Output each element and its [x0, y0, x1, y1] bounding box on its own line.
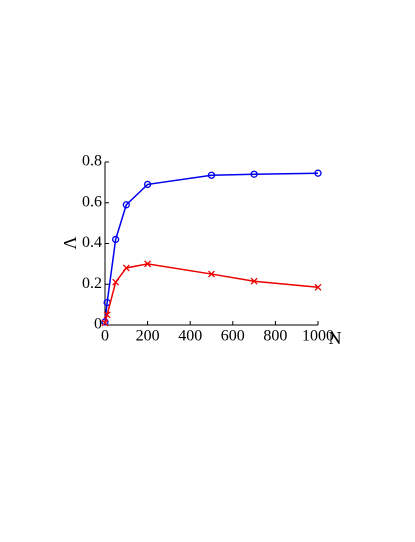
marker: [314, 283, 322, 291]
x-tick-label: 200: [136, 328, 160, 345]
y-tick-label: 0.4: [82, 234, 102, 251]
y-tick-label: 0.2: [82, 275, 102, 292]
x-label: N: [329, 328, 342, 348]
marker: [112, 278, 120, 286]
marker: [144, 260, 152, 268]
x-tick-label: 1000: [302, 328, 334, 345]
marker: [101, 319, 109, 327]
marker: [112, 235, 120, 244]
y-label: Λ: [60, 236, 80, 249]
x-tick-label: 400: [178, 328, 202, 345]
y-tick-label: 0: [94, 316, 102, 333]
marker: [208, 270, 215, 278]
marker: [250, 170, 258, 178]
marker: [143, 180, 152, 189]
series-line: [104, 172, 319, 323]
marker: [101, 318, 109, 326]
x-tick-label: 600: [221, 328, 245, 345]
marker: [122, 264, 130, 272]
marker: [103, 311, 111, 319]
marker: [250, 277, 258, 285]
y-tick-label: 0.6: [82, 193, 102, 210]
marker: [314, 169, 322, 177]
series-line: [104, 263, 319, 324]
marker: [207, 171, 216, 179]
marker: [122, 201, 130, 209]
x-tick-label: 0: [101, 328, 109, 345]
x-tick-label: 800: [263, 328, 287, 345]
y-tick-label: 0.8: [82, 153, 102, 170]
